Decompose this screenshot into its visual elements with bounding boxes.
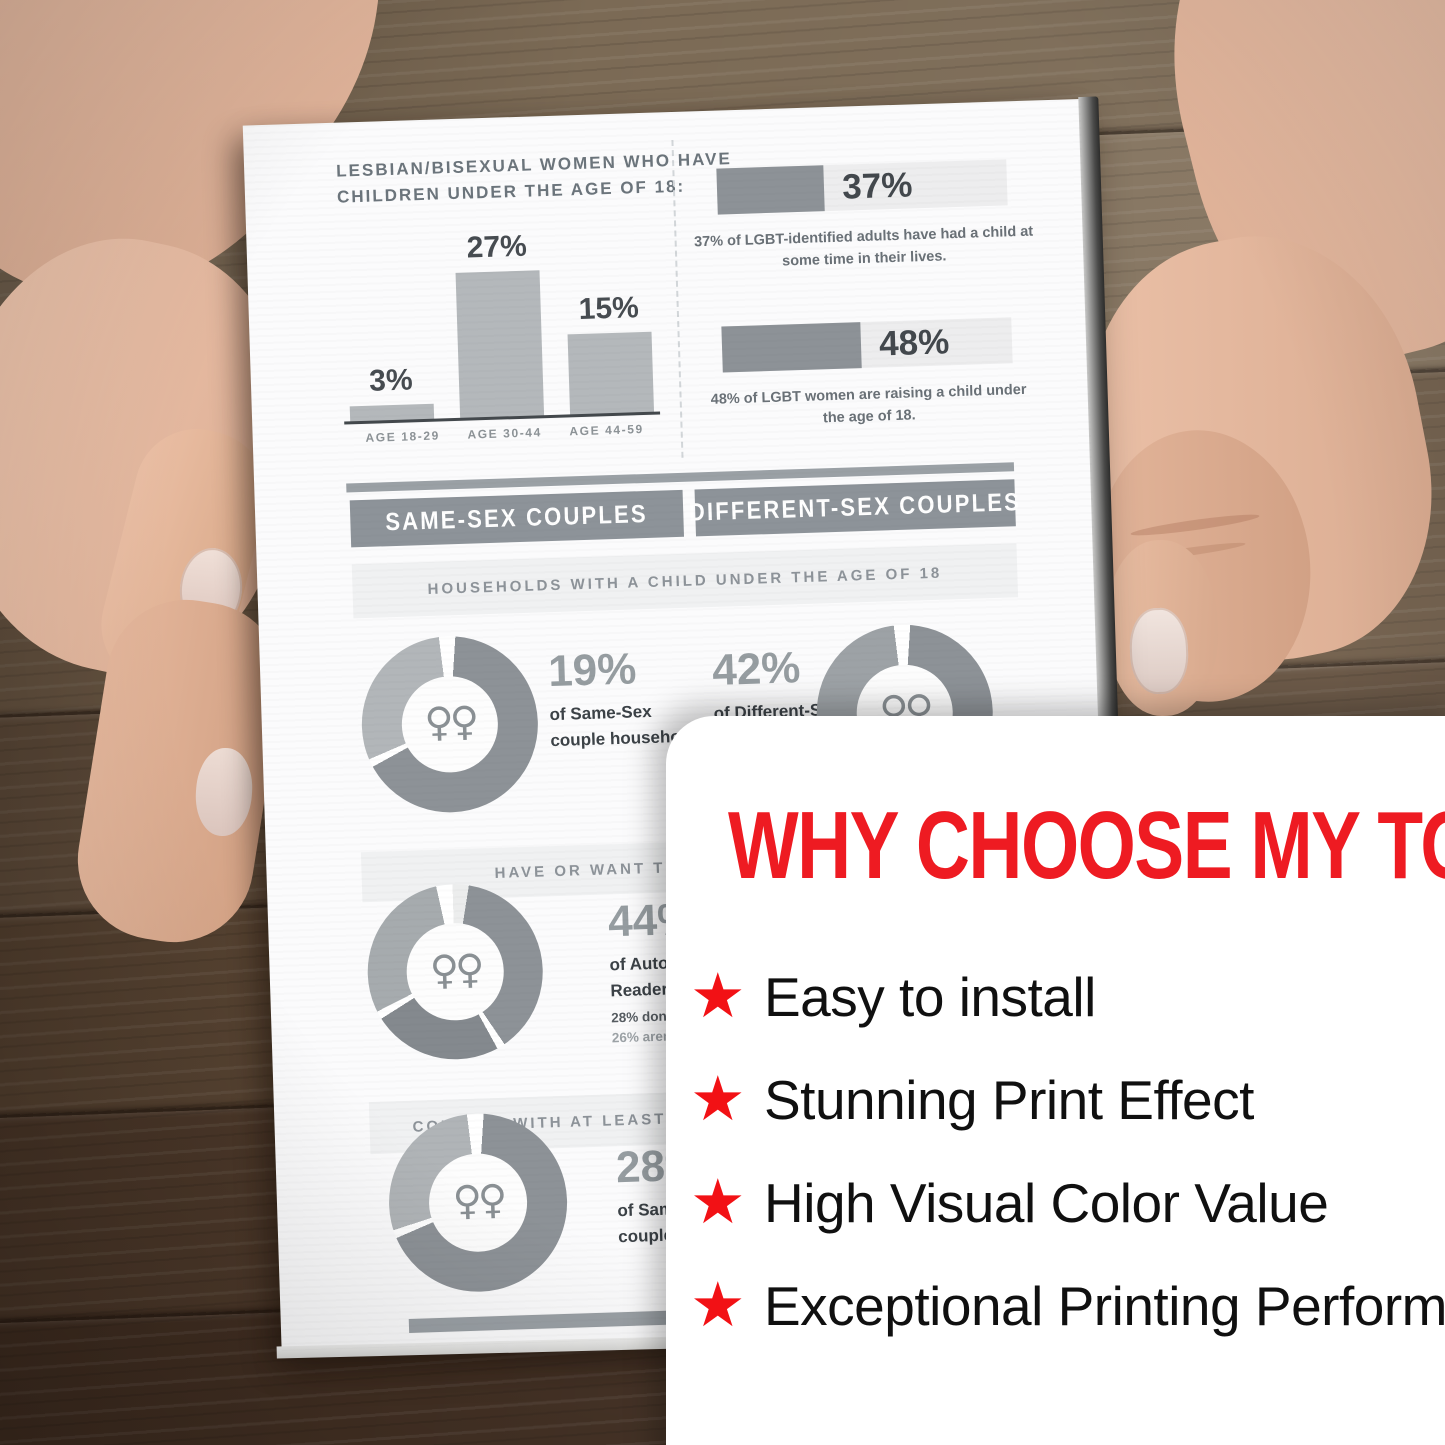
benefit-list: ★ Easy to install ★ Stunning Print Effec… bbox=[690, 962, 1445, 1341]
stat-caption: 37% of LGBT-identified adults have had a… bbox=[693, 223, 1034, 271]
star-icon: ★ bbox=[690, 1065, 746, 1134]
stat-caption: 48% of LGBT women are raising a child un… bbox=[710, 381, 1027, 427]
benefit-row: ★ Easy to install bbox=[690, 962, 1445, 1032]
promo-title: WHY CHOOSE MY TONER bbox=[728, 792, 1445, 899]
bar bbox=[567, 331, 655, 416]
bar-column: 3% bbox=[348, 363, 435, 423]
star-icon: ★ bbox=[690, 962, 746, 1031]
bar bbox=[455, 270, 545, 419]
band-households: HOUSEHOLDS WITH A CHILD UNDER THE AGE OF… bbox=[351, 543, 1019, 619]
right-thumbnail bbox=[1128, 607, 1190, 695]
donut-44: ♀♀ bbox=[364, 881, 546, 1063]
infographic-heading: LESBIAN/BISEXUAL WOMEN WHO HAVE CHILDREN… bbox=[335, 149, 733, 207]
bar-value-label: 15% bbox=[578, 291, 640, 327]
header-same-sex: SAME-SEX COUPLES bbox=[349, 489, 685, 548]
benefit-text: Exceptional Printing Performace bbox=[764, 1275, 1445, 1337]
benefit-text: Easy to install bbox=[764, 966, 1096, 1028]
donut-percent: 19% bbox=[547, 644, 638, 697]
bar-value-label: 27% bbox=[466, 229, 528, 265]
bar-column: 27% bbox=[454, 229, 545, 419]
donut-hole: ♀♀ bbox=[427, 1152, 529, 1254]
star-icon: ★ bbox=[690, 1271, 746, 1340]
benefit-row: ★ High Visual Color Value bbox=[690, 1168, 1445, 1238]
female-female-icon: ♀♀ bbox=[451, 1176, 505, 1225]
bar-column: 15% bbox=[566, 291, 655, 416]
header-different-sex: DIFFERENT-SEX COUPLES bbox=[689, 479, 1022, 537]
band-label: HOUSEHOLDS WITH A CHILD UNDER THE AGE OF… bbox=[427, 564, 943, 598]
stat-bar-48: 48% bbox=[721, 317, 1013, 373]
stat-bar-fill bbox=[716, 165, 826, 215]
band-label: HAVE OR WANT T bbox=[494, 859, 666, 882]
donut-hole: ♀♀ bbox=[405, 922, 505, 1022]
donut-19: ♀♀ bbox=[359, 633, 541, 816]
header-label: DIFFERENT-SEX COUPLES bbox=[688, 488, 1022, 527]
promo-card: WHY CHOOSE MY TONER ★ Easy to install ★ … bbox=[666, 716, 1445, 1445]
bar-category-label: AGE 44-59 bbox=[569, 422, 645, 439]
benefit-row: ★ Exceptional Printing Performace bbox=[690, 1271, 1445, 1341]
stat-bar-fill bbox=[721, 322, 862, 373]
stat-bar-37: 37% bbox=[716, 159, 1008, 215]
donut-hole: ♀♀ bbox=[399, 674, 500, 775]
female-female-icon: ♀♀ bbox=[423, 698, 476, 747]
header-label: SAME-SEX COUPLES bbox=[385, 499, 649, 537]
benefit-text: High Visual Color Value bbox=[764, 1172, 1329, 1234]
stat-bar-label: 48% bbox=[878, 322, 950, 364]
stat-bar-label: 37% bbox=[841, 165, 913, 207]
bar-value-label: 3% bbox=[368, 363, 414, 398]
benefit-text: Stunning Print Effect bbox=[764, 1069, 1254, 1131]
bar-chart: 3% 27% 15% bbox=[343, 199, 655, 423]
benefit-row: ★ Stunning Print Effect bbox=[690, 1065, 1445, 1135]
star-icon: ★ bbox=[690, 1168, 746, 1237]
female-female-icon: ♀♀ bbox=[429, 946, 482, 994]
